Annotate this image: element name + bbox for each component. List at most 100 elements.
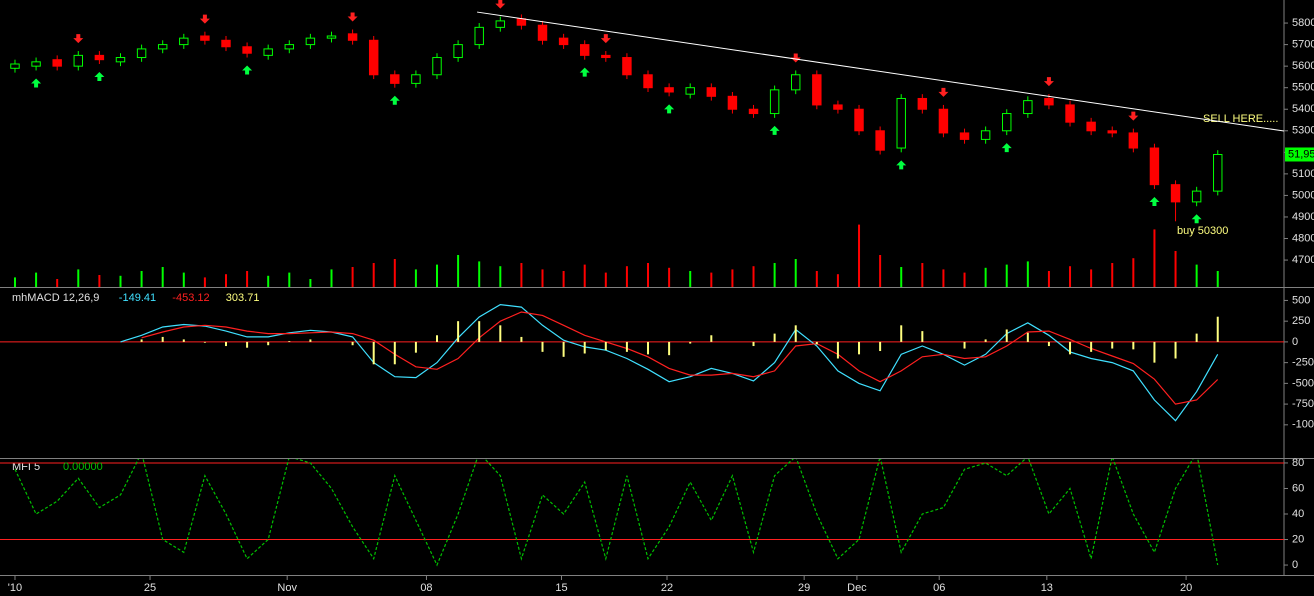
x-tick-label: 20 <box>1180 582 1192 594</box>
candle-body <box>305 37 316 46</box>
panel-plot <box>0 303 1284 422</box>
candle-body <box>411 74 421 84</box>
sell-signal <box>1043 77 1054 87</box>
y-tick-label: 5300 <box>1292 125 1314 137</box>
y-tick-label: 5800 <box>1292 17 1314 29</box>
y-tick-label: 250 <box>1292 315 1310 327</box>
panel-title: MFI 5 <box>12 461 40 473</box>
buy-signal <box>94 71 105 81</box>
candle-body <box>1191 190 1202 203</box>
buy-signal <box>389 95 400 105</box>
candle-body <box>812 74 822 106</box>
x-tick-label: 29 <box>798 582 810 594</box>
sell-signal <box>347 12 358 22</box>
candle-body <box>94 54 105 61</box>
candle-body <box>157 44 168 50</box>
series-line <box>120 303 1219 422</box>
buy-signal <box>242 65 253 75</box>
buy-signal <box>896 160 907 170</box>
candle-body <box>917 97 928 110</box>
y-tick-label: 5000 <box>1292 189 1314 201</box>
sell-signal <box>938 87 949 97</box>
candle-body <box>136 48 147 59</box>
candle-body <box>368 39 379 76</box>
candle-body <box>347 33 358 41</box>
y-tick-label: -500 <box>1292 377 1314 389</box>
candle-body <box>453 44 463 59</box>
legend-value: -149.41 <box>119 292 156 304</box>
x-tick-label: 13 <box>1041 582 1053 594</box>
candle-body <box>1065 104 1075 123</box>
legend-value: 303.71 <box>226 292 260 304</box>
candle-body <box>727 95 738 110</box>
candle-body <box>537 24 548 41</box>
y-tick-label: 4800 <box>1292 232 1314 244</box>
candle-body <box>73 54 84 67</box>
candle-body <box>980 130 991 140</box>
panel-title: mhMACD 12,26,9 <box>12 292 99 304</box>
annotation: SELL HERE..... <box>1203 113 1278 125</box>
candle-body <box>115 57 126 63</box>
sell-signal <box>1128 111 1139 121</box>
y-tick-label: -1000 <box>1292 419 1314 431</box>
buy-signal <box>769 125 780 135</box>
sell-signal <box>73 34 84 44</box>
y-tick-label: 60 <box>1292 482 1304 494</box>
y-tick-label: 0 <box>1292 336 1298 348</box>
candle-body <box>474 26 484 46</box>
candle-body <box>432 57 442 76</box>
candle-body <box>516 18 527 26</box>
candle-body <box>242 46 252 54</box>
x-tick-label: 15 <box>555 582 567 594</box>
y-tick-label: 4700 <box>1292 254 1314 266</box>
candle-body <box>938 108 949 134</box>
x-tick-label: Nov <box>277 582 297 594</box>
x-tick-label: '10 <box>8 582 22 594</box>
candle-body <box>959 132 970 140</box>
sell-signal <box>790 53 801 63</box>
y-tick-label: -750 <box>1292 398 1314 410</box>
candle-body <box>263 48 273 56</box>
candle-body <box>601 54 611 59</box>
candle-body <box>748 108 759 115</box>
legend-value: -453.12 <box>172 292 209 304</box>
candle-body <box>1023 100 1033 115</box>
candle-body <box>854 108 864 132</box>
candle-body <box>221 39 231 48</box>
candle-body <box>643 74 653 89</box>
y-tick-label: 40 <box>1292 508 1304 520</box>
last-price-label: 51,95 <box>1288 148 1314 160</box>
candle-body <box>284 44 295 50</box>
candle-body <box>31 61 41 67</box>
y-tick-label: 4900 <box>1292 211 1314 223</box>
y-tick-label: 0 <box>1292 559 1298 571</box>
y-tick-label: 80 <box>1292 457 1304 469</box>
panel-plot <box>0 459 1284 567</box>
x-tick-label: 08 <box>420 582 432 594</box>
buy-signal <box>1001 143 1012 153</box>
y-tick-label: 5400 <box>1292 103 1314 115</box>
candle-body <box>1002 113 1012 132</box>
x-tick-label: 22 <box>661 582 673 594</box>
candle-body <box>791 74 801 91</box>
candle-body <box>179 37 189 46</box>
candle-body <box>52 59 62 67</box>
candle-body <box>896 97 906 149</box>
trendline <box>477 11 1284 132</box>
price-plot <box>10 0 1284 287</box>
sell-signal <box>495 0 506 9</box>
candle-body <box>390 74 400 84</box>
y-tick-label: 5600 <box>1292 60 1314 72</box>
candle-body <box>326 35 337 39</box>
candle-body <box>200 35 210 41</box>
candle-body <box>1213 153 1223 192</box>
y-tick-label: -250 <box>1292 357 1314 369</box>
y-tick-label: 20 <box>1292 533 1304 545</box>
candle-body <box>10 63 20 69</box>
buy-signal <box>664 104 675 114</box>
buy-signal <box>31 78 42 88</box>
candle-body <box>833 104 843 110</box>
y-tick-label: 5100 <box>1292 168 1314 180</box>
